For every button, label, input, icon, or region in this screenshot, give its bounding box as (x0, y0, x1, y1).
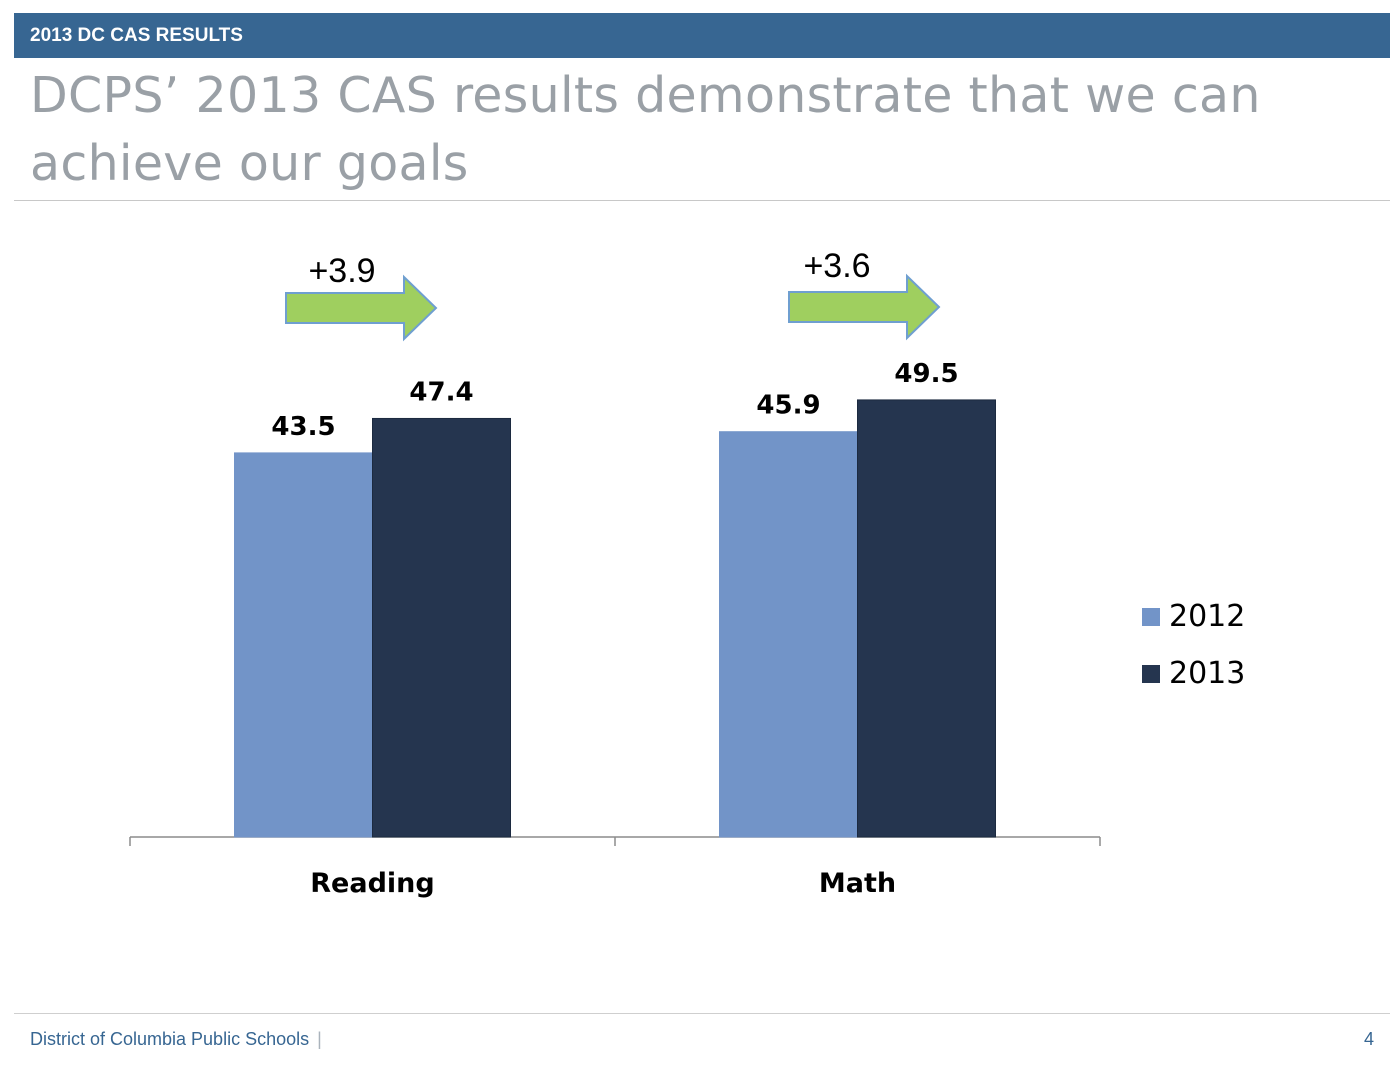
page-number: 4 (1363, 1029, 1374, 1049)
legend-label-2012: 2012 (1169, 599, 1246, 634)
section-header-bar: 2013 DC CAS RESULTS (14, 13, 1390, 58)
legend-label-2013: 2013 (1169, 656, 1246, 691)
right-arrow-icon (285, 274, 438, 342)
footer-organization-name: District of Columbia Public Schools (30, 1029, 310, 1049)
right-arrow-icon (788, 273, 941, 341)
bar-reading-2013 (372, 417, 511, 838)
data-label-reading-2013: 47.4 (409, 377, 473, 407)
chart-legend: 2012 2013 (1142, 588, 1245, 702)
slide-title: DCPS’ 2013 CAS results demonstrate that … (30, 67, 1261, 192)
section-label: 2013 DC CAS RESULTS (30, 25, 243, 46)
bar-math-2012 (719, 431, 858, 838)
change-annotation-reading: +3.9 (308, 252, 375, 290)
x-tick-label-math: Math (819, 868, 896, 899)
bar-math-2013 (857, 399, 996, 838)
footer-organization: District of Columbia Public Schools | (30, 1029, 322, 1050)
bar-reading-2012 (234, 452, 373, 838)
legend-swatch-2012 (1142, 607, 1160, 626)
x-tick-label-reading: Reading (310, 868, 434, 899)
legend-item-2013: 2013 (1142, 645, 1245, 702)
title-divider (14, 200, 1390, 201)
footer-divider (14, 1013, 1390, 1014)
footer-separator: | (317, 1029, 322, 1049)
change-annotation-math: +3.6 (803, 247, 870, 285)
data-label-math-2013: 49.5 (894, 359, 958, 389)
data-label-math-2012: 45.9 (756, 391, 820, 421)
legend-swatch-2013 (1142, 664, 1160, 683)
legend-item-2012: 2012 (1142, 588, 1245, 645)
data-label-reading-2012: 43.5 (271, 412, 335, 442)
